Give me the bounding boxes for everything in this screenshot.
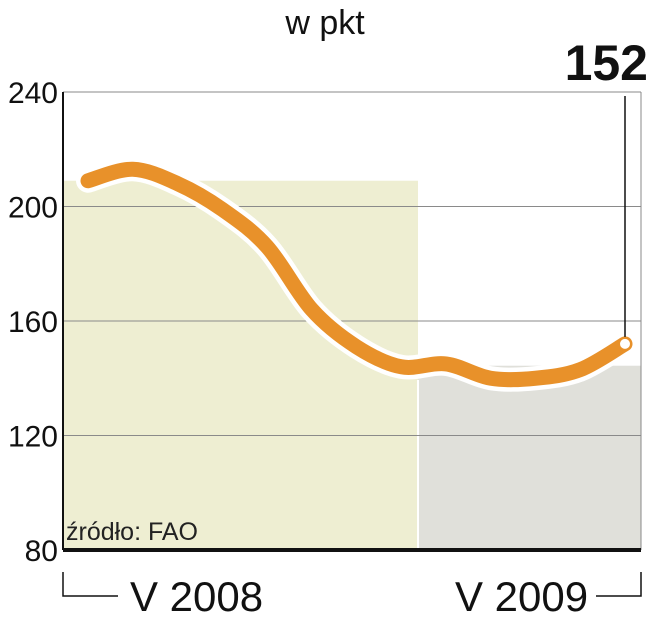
unit-label: w pkt <box>284 4 365 42</box>
y-tick-label-160: 160 <box>8 306 58 339</box>
source-label: źródło: FAO <box>66 518 198 546</box>
grid-lines <box>63 91 641 436</box>
end-point-marker <box>618 336 632 351</box>
y-tick-label-240: 240 <box>8 77 58 110</box>
y-tick-label-200: 200 <box>8 192 58 225</box>
period-bracket-right <box>596 572 642 597</box>
period-bracket-left <box>62 572 118 597</box>
period-label-2008: V 2008 <box>130 573 263 620</box>
y-tick-label-80: 80 <box>25 535 58 568</box>
series-line <box>80 161 633 388</box>
period-background-2008 <box>63 180 418 551</box>
callout-value: 152 <box>565 35 648 91</box>
y-tick-label-120: 120 <box>8 421 58 454</box>
period-label-2009: V 2009 <box>455 573 588 620</box>
period-background-2009 <box>418 365 641 550</box>
y-tick-labels: 240 200 160 120 80 <box>8 77 58 568</box>
